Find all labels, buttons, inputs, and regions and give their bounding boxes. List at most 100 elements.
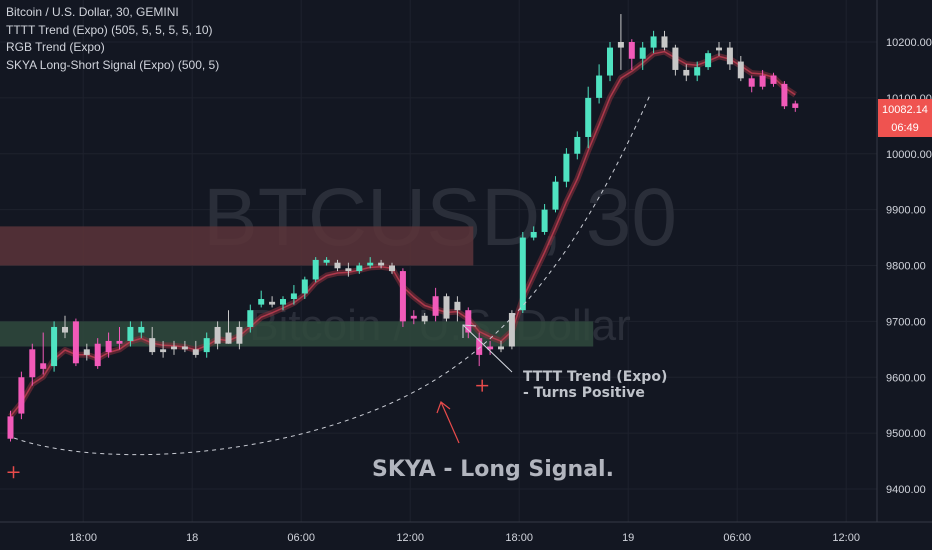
candle[interactable] [290,285,297,305]
candle[interactable] [432,287,439,322]
candle[interactable] [40,332,47,375]
candle[interactable] [596,64,603,104]
candle[interactable] [94,338,101,369]
candle[interactable] [585,86,592,149]
candle[interactable] [639,42,646,70]
candle[interactable] [443,293,450,322]
candle[interactable] [498,340,504,353]
candle[interactable] [792,100,799,112]
candle[interactable] [258,290,265,308]
candle[interactable] [356,262,363,274]
candle[interactable] [269,296,276,308]
candle[interactable] [399,268,406,327]
candle[interactable] [574,131,581,160]
candle[interactable] [628,39,635,70]
candle[interactable] [116,326,123,350]
candle-body [149,338,156,353]
candle[interactable] [18,371,25,420]
candle[interactable] [323,257,330,266]
candle[interactable] [617,14,624,70]
candle[interactable] [51,321,58,372]
candle[interactable] [225,310,232,344]
candle[interactable] [389,262,395,274]
candle-body [192,349,199,355]
bar-countdown: 06:49 [891,122,919,134]
price-tick-label: 9900.00 [886,205,926,217]
candle[interactable] [312,257,319,283]
candle-body [127,326,134,341]
candle[interactable] [737,55,744,82]
candle-body [432,296,439,316]
candle[interactable] [410,310,417,325]
candle[interactable] [541,204,548,235]
candle[interactable] [705,50,712,70]
candle[interactable] [345,262,352,277]
legend-indicator-rgb[interactable]: RGB Trend (Expo) [6,40,105,54]
candle[interactable] [661,30,668,51]
candle[interactable] [748,75,755,93]
candles[interactable] [7,14,799,442]
candle[interactable] [421,312,428,325]
candle[interactable] [29,343,36,386]
candle[interactable] [694,61,701,82]
candle[interactable] [759,69,766,90]
legend-indicator-tttt[interactable]: TTTT Trend (Expo) (505, 5, 5, 5, 5, 10) [6,22,213,37]
candle[interactable] [280,296,286,311]
candle[interactable] [334,259,341,272]
candle[interactable] [563,148,570,188]
legend-symbol[interactable]: Bitcoin / U.S. Dollar, 30, GEMINI [6,5,179,19]
candle[interactable] [127,321,134,347]
candle-body [574,136,581,154]
candle[interactable] [519,231,526,313]
candle[interactable] [160,340,167,358]
candle[interactable] [454,296,461,322]
candle[interactable] [607,42,613,82]
candle[interactable] [367,257,374,269]
candle[interactable] [552,176,559,213]
candle[interactable] [83,343,90,361]
candle[interactable] [72,318,79,367]
candle[interactable] [247,304,254,333]
skya-arrow-line [440,401,460,444]
signal-long [7,466,20,479]
candle[interactable] [149,326,156,355]
candle[interactable] [508,310,515,350]
candle[interactable] [672,44,679,76]
candle-body [236,326,243,344]
candle-body [171,346,177,350]
candle[interactable] [770,72,777,87]
candle[interactable] [138,321,145,339]
tttt-annotation-line2: - Turns Positive [523,385,645,401]
candle[interactable] [378,259,385,269]
candle[interactable] [716,42,722,56]
candle-body [280,299,286,305]
candle-body [323,259,330,263]
candle[interactable] [181,340,188,353]
candle[interactable] [203,332,210,358]
time-axis-bg [0,522,932,550]
candle[interactable] [530,226,537,241]
candle[interactable] [7,410,14,442]
candle[interactable] [62,315,68,339]
candle[interactable] [105,332,112,358]
candle[interactable] [487,340,494,355]
candle-body [62,326,68,333]
candle-body [672,47,679,70]
candle-body [160,349,167,353]
candle[interactable] [214,321,221,350]
candle[interactable] [171,340,177,355]
candle[interactable] [192,340,199,358]
candle[interactable] [476,332,483,367]
candle[interactable] [650,30,657,54]
legend-indicator-skya[interactable]: SKYA Long-Short Signal (Expo) (500, 5) [6,57,220,72]
candle[interactable] [301,276,308,300]
candle[interactable] [726,42,733,70]
candle[interactable] [781,81,788,110]
candle-body [519,237,526,311]
candle[interactable] [683,64,690,82]
tttt-arrow-head [462,324,477,338]
candle[interactable] [465,307,472,339]
candle[interactable] [236,321,243,350]
